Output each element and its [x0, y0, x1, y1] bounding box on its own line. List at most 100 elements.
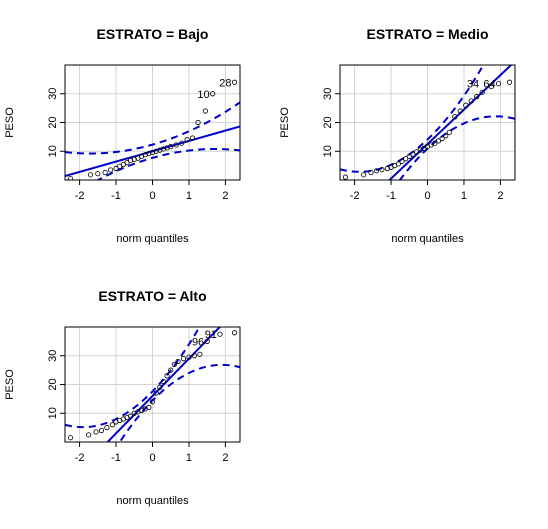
- x-tick-label-4: 2: [222, 452, 228, 464]
- data-point-17: [157, 147, 163, 153]
- qq-panel-1: 34 64 -2 -1 0 1 2 10 20 30 ESTRATO = Medio norm qua…: [279, 26, 516, 245]
- data-point-2: [95, 171, 101, 177]
- data-point-8: [395, 161, 401, 167]
- data-point-21: [168, 367, 174, 373]
- x-tick-label-0: -2: [75, 452, 85, 464]
- data-point-8: [124, 160, 130, 166]
- data-point-4: [104, 425, 110, 431]
- data-point-28: [479, 89, 485, 95]
- x-tick-label-0: -2: [350, 190, 360, 202]
- data-point-24: [180, 356, 187, 362]
- data-point-24: [190, 135, 196, 141]
- y-tick-label-0: 10: [322, 145, 334, 157]
- y-tick-label-0: 10: [47, 407, 59, 419]
- x-axis-label: norm quantiles: [116, 495, 189, 507]
- y-tick-label-1: 20: [322, 116, 334, 128]
- data-point-19: [160, 379, 167, 385]
- data-point-26: [191, 353, 198, 359]
- panel-title: ESTRATO = Alto: [98, 288, 206, 304]
- panel-title: ESTRATO = Bajo: [97, 26, 209, 42]
- data-point-25: [463, 102, 469, 108]
- x-axis-label: norm quantiles: [391, 233, 464, 245]
- data-point-23: [452, 114, 458, 120]
- data-point-1: [86, 432, 92, 438]
- data-point-3: [102, 169, 108, 176]
- data-point-30: [231, 330, 238, 336]
- data-point-27: [474, 94, 480, 100]
- data-point-3: [98, 427, 105, 434]
- data-point-10: [128, 413, 134, 419]
- x-tick-label-2: 0: [149, 190, 155, 202]
- panel-title: ESTRATO = Medio: [367, 26, 489, 42]
- x-tick-label-2: 0: [424, 190, 430, 202]
- data-point-12: [410, 151, 416, 157]
- x-tick-label-0: -2: [75, 190, 85, 202]
- data-point-14: [146, 150, 152, 157]
- data-point-19: [435, 138, 442, 144]
- y-axis-label: PESO: [279, 107, 291, 138]
- data-point-2: [93, 429, 99, 435]
- data-point-27: [210, 91, 216, 97]
- x-axis-label: norm quantiles: [116, 233, 189, 245]
- envelope-lower: [118, 363, 240, 442]
- data-point-24: [457, 108, 463, 114]
- y-tick-label-2: 30: [47, 350, 59, 362]
- x-tick-label-3: 1: [461, 190, 467, 202]
- point-label-1: 64: [483, 79, 495, 91]
- data-point-28: [204, 338, 210, 344]
- data-point-20: [164, 373, 170, 379]
- data-point-22: [446, 129, 452, 135]
- x-tick-label-1: -1: [386, 190, 396, 202]
- y-axis-label: PESO: [4, 107, 16, 138]
- data-point-26: [202, 108, 208, 114]
- data-point-21: [443, 133, 449, 139]
- point-label-0: 34: [467, 79, 479, 91]
- data-point-25: [186, 354, 192, 360]
- data-point-20: [168, 144, 174, 150]
- data-point-18: [160, 146, 167, 152]
- data-point-18: [432, 140, 438, 146]
- data-point-10: [403, 156, 409, 162]
- data-point-9: [399, 158, 405, 164]
- data-point-29: [488, 83, 494, 90]
- y-tick-label-1: 20: [47, 378, 59, 390]
- data-point-1: [87, 172, 94, 178]
- data-point-17: [153, 390, 159, 396]
- data-point-22: [171, 361, 177, 367]
- data-point-22: [179, 140, 185, 146]
- envelope-upper: [65, 327, 201, 429]
- data-point-27: [197, 351, 203, 357]
- data-point-1: [361, 172, 367, 178]
- y-axis-label: PESO: [4, 369, 16, 400]
- x-tick-label-3: 1: [186, 452, 192, 464]
- envelope-upper: [65, 101, 240, 155]
- data-point-25: [195, 119, 201, 126]
- y-tick-label-2: 30: [47, 88, 59, 100]
- x-tick-label-1: -1: [111, 190, 121, 202]
- data-point-15: [146, 404, 152, 411]
- x-tick-label-1: -1: [111, 452, 121, 464]
- data-point-29: [217, 331, 223, 337]
- reference-line: [65, 125, 240, 178]
- data-point-5: [109, 422, 115, 428]
- point-label-1: 28: [219, 77, 231, 89]
- data-point-16: [153, 148, 159, 154]
- data-point-15: [149, 149, 156, 155]
- data-point-30: [495, 81, 502, 87]
- data-point-23: [175, 358, 181, 365]
- data-point-21: [173, 142, 179, 148]
- data-point-3: [373, 168, 380, 174]
- data-point-26: [468, 98, 474, 104]
- x-tick-label-2: 0: [149, 452, 155, 464]
- data-point-0: [67, 435, 74, 441]
- y-tick-label-1: 20: [47, 116, 59, 128]
- data-point-19: [164, 145, 170, 151]
- data-point-4: [107, 167, 114, 173]
- data-point-11: [406, 153, 412, 160]
- data-point-28: [231, 79, 238, 85]
- x-tick-label-3: 1: [186, 190, 192, 202]
- data-point-31: [506, 79, 513, 85]
